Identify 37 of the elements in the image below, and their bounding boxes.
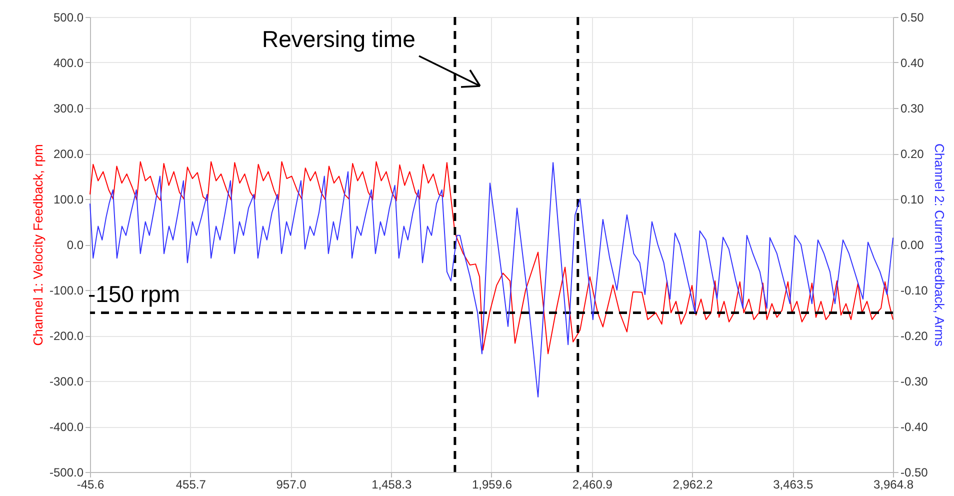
y2-tick-label: 0.30 [900, 102, 924, 116]
y2-tick-label: 0.10 [900, 192, 924, 206]
x-tick-label: 3,964.8 [873, 478, 914, 492]
y-tick-label: -500.0 [49, 466, 84, 480]
x-tick-label: 2,962.2 [672, 478, 714, 492]
x-tick-label: -45.6 [76, 478, 104, 492]
y2-tick-label: -0.20 [900, 329, 928, 343]
y-tick-label: 300.0 [53, 102, 84, 116]
x-tick-label: 2,460.9 [572, 478, 613, 492]
line-series [90, 161, 894, 354]
y-tick-label: -100.0 [49, 284, 84, 298]
y-tick-label: 200.0 [53, 147, 84, 161]
x-tick-label: 3,463.5 [773, 478, 814, 492]
y-tick-label: 100.0 [53, 192, 84, 206]
x-tick-label: 1,458.3 [372, 478, 412, 492]
y2-tick-label: -0.50 [900, 466, 928, 480]
y-axis-title: Channel 1: Velocity Feedback, rpm [30, 144, 46, 346]
line-series [90, 162, 894, 398]
y2-tick-label: 0.50 [900, 10, 924, 24]
y2-tick-label: 0.00 [900, 238, 924, 252]
y2-tick-label: -0.30 [900, 374, 928, 388]
y-tick-label: 400.0 [53, 56, 84, 70]
y2-tick-label: 0.20 [900, 147, 924, 161]
y2-tick-label: -0.10 [900, 284, 928, 298]
y2-tick-label: 0.40 [900, 56, 924, 70]
y-tick-label: 0.0 [66, 238, 84, 252]
x-tick-label: 1,959.6 [472, 478, 512, 492]
x-tick-label: 455.7 [176, 478, 206, 492]
ref-line-label: -150 rpm [88, 280, 180, 307]
annotation: Reversing time [262, 26, 416, 53]
y2-axis-title: Channel 2: Current feedback, Arms [932, 143, 947, 348]
y-tick-label: -200.0 [49, 329, 84, 343]
y2-tick-label: -0.40 [900, 420, 928, 434]
y-tick-label: 500.0 [53, 10, 84, 24]
x-tick-label: 957.0 [276, 478, 307, 492]
y-tick-label: -300.0 [49, 374, 84, 388]
y-tick-label: -400.0 [49, 420, 84, 434]
